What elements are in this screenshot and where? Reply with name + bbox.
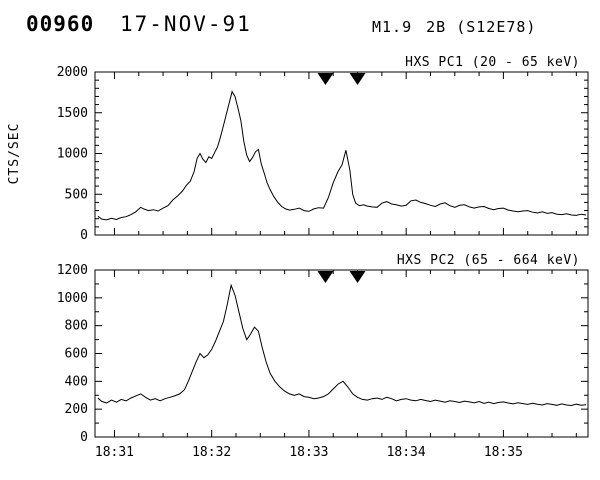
y-tick-label: 400 <box>65 374 88 389</box>
y-tick-label: 1000 <box>57 147 88 162</box>
interval-marker-icon <box>317 73 334 85</box>
y-tick-label: 1200 <box>57 263 88 278</box>
x-tick-label: 18:33 <box>289 445 328 460</box>
y-tick-label: 200 <box>65 402 88 417</box>
y-tick-label: 0 <box>80 228 88 243</box>
panel-title: HXS PC2 (65 - 664 keV) <box>397 253 580 268</box>
axes-frame <box>94 71 589 236</box>
interval-marker-icon <box>317 271 334 283</box>
y-tick-label: 600 <box>65 347 88 362</box>
x-tick-label: 18:35 <box>484 445 523 460</box>
y-tick-label: 0 <box>80 430 88 445</box>
panel-hxs-pc2: 18:31 18:32 18:33 18:34 18:35 0 200 400 600 800 10… <box>57 253 589 460</box>
optical-class: 2B (S12E78) <box>426 18 537 36</box>
interval-marker-icon <box>349 271 366 283</box>
y-tick-label: 2000 <box>57 65 88 80</box>
x-tick-label: 18:34 <box>387 445 426 460</box>
panel-title: HXS PC1 (20 - 65 keV) <box>405 55 580 70</box>
y-tick-label: 1000 <box>57 291 88 306</box>
panel-hxs-pc1: 0 500 1000 1500 2000 HXS PC1 (20 - 65 keV) CTS… <box>7 55 589 243</box>
y-axis-label: CTS/SEC <box>7 123 22 185</box>
count-rate-curve <box>97 283 587 407</box>
y-tick-label: 1500 <box>57 106 88 121</box>
y-tick-label: 500 <box>65 187 88 202</box>
x-tick-label: 18:31 <box>95 445 134 460</box>
interval-marker-icon <box>349 73 366 85</box>
x-tick-label: 18:32 <box>192 445 231 460</box>
event-number: 00960 <box>26 12 95 36</box>
flare-class: M1.9 2B (S12E78) <box>372 18 550 36</box>
count-rate-curve <box>97 90 587 221</box>
event-date: 17-NOV-91 <box>120 12 252 36</box>
xray-class: M1.9 <box>372 18 413 36</box>
y-tick-label: 800 <box>65 319 88 334</box>
axes-frame <box>94 269 589 438</box>
